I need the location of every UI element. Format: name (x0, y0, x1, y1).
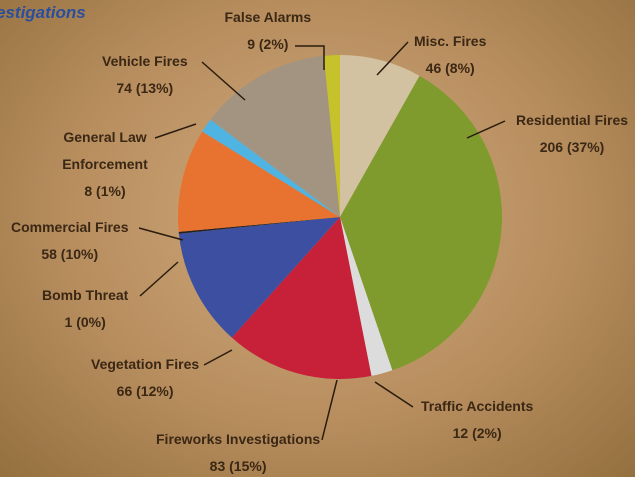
category-label: Misc. Fires (414, 33, 487, 49)
pie-slice (340, 55, 420, 217)
leader-line (154, 123, 197, 139)
pie-slice (178, 217, 340, 338)
leader-line (138, 227, 184, 241)
category-label: Vehicle Fires (102, 53, 188, 69)
leader-line (295, 45, 325, 70)
category-label: Commercial Fires (11, 219, 129, 235)
slice-label: False Alarms 9 (2%) (225, 4, 312, 58)
slice-label: Residential Fires 206 (37%) (516, 107, 628, 161)
category-label: General Law Enforcement (62, 129, 148, 172)
pie-slice (202, 119, 340, 217)
category-label: Residential Fires (516, 112, 629, 128)
pie-slice (340, 75, 503, 371)
category-label: Bomb Threat (42, 287, 129, 303)
pie-slice (178, 131, 340, 232)
value-label: 206 (37%) (539, 139, 605, 155)
leader-line (321, 379, 338, 441)
value-label: 12 (2%) (452, 425, 502, 441)
value-label: 1 (0%) (64, 314, 106, 330)
leader-line (466, 120, 506, 139)
leader-line (201, 61, 246, 101)
slice-label: Fireworks Investigations 83 (15%) (156, 426, 320, 477)
value-label: 83 (15%) (209, 458, 267, 474)
category-label: Fireworks Investigations (156, 431, 321, 447)
category-label: False Alarms (224, 9, 312, 25)
slice-label: Vehicle Fires 74 (13%) (102, 48, 188, 102)
pie-slice (210, 55, 340, 217)
value-label: 46 (8%) (425, 60, 475, 76)
slice-label: Bomb Threat 1 (0%) (42, 282, 128, 336)
chart-title: estigations (0, 3, 86, 22)
value-label: 9 (2%) (247, 36, 289, 52)
slice-label: Traffic Accidents 12 (2%) (421, 393, 533, 447)
leader-line (374, 381, 414, 408)
value-label: 66 (12%) (116, 383, 174, 399)
slice-label: General Law Enforcement 8 (1%) (55, 124, 155, 205)
leader-line (376, 41, 409, 76)
slice-label: Misc. Fires 46 (8%) (414, 28, 486, 82)
value-label: 58 (10%) (41, 246, 99, 262)
slice-label: Commercial Fires 58 (10%) (11, 214, 129, 268)
pie-slice (178, 217, 340, 234)
leader-line (203, 349, 233, 366)
pie-slice (340, 217, 393, 376)
slice-label: Vegetation Fires 66 (12%) (91, 351, 199, 405)
value-label: 74 (13%) (116, 80, 174, 96)
category-label: Vegetation Fires (91, 356, 200, 372)
category-label: Traffic Accidents (421, 398, 534, 414)
pie-slice (323, 55, 340, 217)
value-label: 8 (1%) (84, 183, 126, 199)
leader-line (139, 261, 179, 297)
pie-slice (231, 217, 372, 379)
